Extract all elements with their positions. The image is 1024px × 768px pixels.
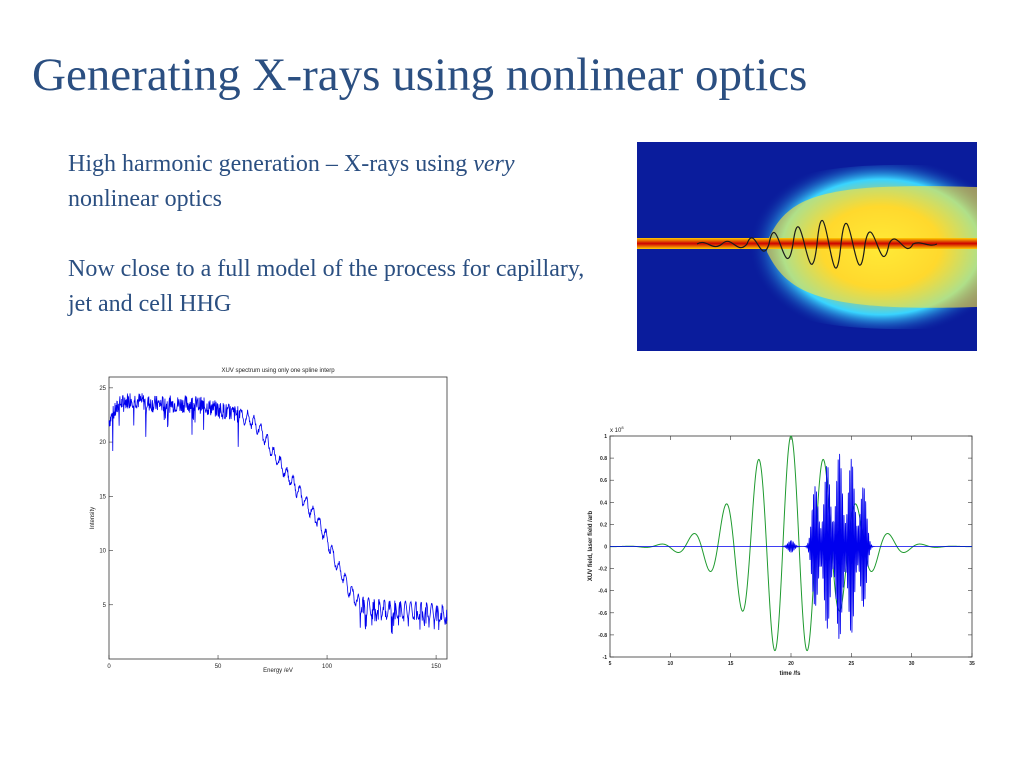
spectrum-chart-title: XUV spectrum using only one spline inter… [221, 368, 335, 374]
spectrum-x-tick-label: 100 [322, 664, 333, 670]
sim-laser-wave [696, 219, 938, 269]
spectrum-x-tick-label: 0 [107, 664, 111, 670]
spectrum-series-line [108, 393, 448, 635]
bullet-hhg-text-start: High harmonic generation – X-rays using [68, 151, 474, 177]
spectrum-x-tick-label: 50 [215, 664, 222, 670]
field-y-tick-label: -0.4 [598, 589, 607, 595]
slide-title: Generating X-rays using nonlinear optics [32, 49, 808, 101]
sim-beam [637, 238, 977, 249]
spectrum-plot-frame [108, 376, 448, 660]
field-x-tick-label: 35 [969, 661, 975, 667]
spectrum-x-tick-label: 150 [431, 664, 442, 670]
field-x-tick-label: 10 [668, 661, 674, 667]
bullet-list: High harmonic generation – X-rays using … [68, 147, 588, 357]
field-y-tick-label: 0.4 [600, 500, 607, 506]
spectrum-chart-svg: XUV spectrum using only one spline inter… [90, 368, 448, 674]
field-y-tick-label: 0.2 [600, 522, 607, 528]
field-y-tick-label: 1 [604, 434, 607, 440]
field-x-tick-label: 30 [909, 661, 915, 667]
field-y-axis-label: XUV field, laser field /arb [588, 510, 594, 581]
laser-field-line [610, 435, 972, 652]
field-y-tick-label: 0.6 [600, 478, 607, 484]
spectrum-x-axis-label: Energy /eV [263, 668, 293, 674]
bullet-hhg-emphasis: very [473, 151, 515, 177]
spectrum-y-tick-label: 15 [99, 494, 106, 500]
field-multiplier: x 108 [610, 425, 624, 434]
spectrum-y-tick-label: 20 [99, 440, 106, 446]
field-y-tick-label: -0.8 [598, 633, 607, 639]
bullet-hhg-text-end: nonlinear optics [68, 186, 222, 212]
field-x-tick-label: 20 [788, 661, 794, 667]
simulation-figure [637, 142, 977, 351]
bullet-hhg: High harmonic generation – X-rays using … [68, 147, 588, 217]
spectrum-y-tick-label: 25 [99, 386, 106, 392]
field-y-tick-label: 0.8 [600, 456, 607, 462]
simulation-image [637, 142, 977, 351]
field-y-tick-label: -0.2 [598, 567, 607, 573]
field-x-tick-label: 15 [728, 661, 734, 667]
xuv-field-line [610, 453, 972, 639]
bullet-full-model: Now close to a full model of the process… [68, 256, 585, 317]
field-y-tick-label: 0 [604, 545, 607, 551]
field-y-tick-label: -0.6 [598, 611, 607, 617]
spectrum-chart: XUV spectrum using only one spline inter… [85, 362, 455, 682]
spectrum-y-axis-label: Intensity [90, 507, 96, 529]
field-x-tick-label: 25 [849, 661, 855, 667]
field-x-axis-label: time /fs [779, 671, 801, 677]
field-x-tick-label: 5 [609, 661, 612, 667]
field-chart-svg: x 108 -1 -0.8 -0.6 -0.4 -0.2 0 0.2 0.4 0.6 0.8 1 5… [588, 425, 975, 677]
spectrum-y-tick-label: 5 [103, 603, 107, 609]
spectrum-y-tick-label: 10 [99, 549, 106, 555]
field-y-tick-label: -1 [603, 655, 608, 661]
field-chart: x 108 -1 -0.8 -0.6 -0.4 -0.2 0 0.2 0.4 0.6 0.8 1 5… [576, 420, 986, 682]
